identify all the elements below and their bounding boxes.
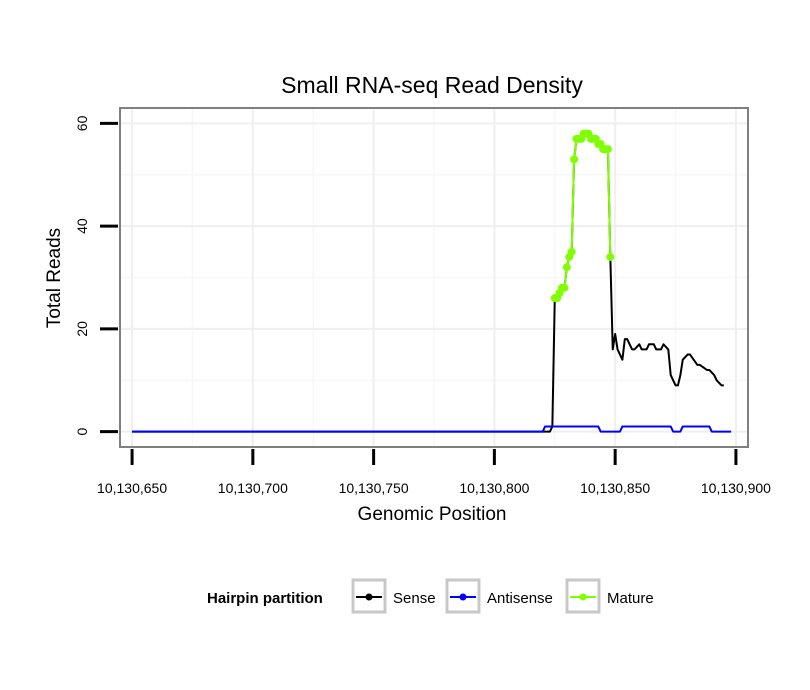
- x-tick-label-0: 10,130,650: [97, 480, 167, 496]
- legend-dot-sense: [365, 593, 373, 601]
- legend-entry-mature: Mature: [565, 578, 654, 614]
- legend-entry-sense: Sense: [351, 578, 436, 614]
- x-tick-label-5: 10,130,900: [701, 480, 771, 496]
- mature-point-5: [562, 263, 571, 272]
- mature-point-4: [560, 283, 569, 292]
- legend-label-sense: Sense: [393, 590, 436, 607]
- x-tick-label-2: 10,130,750: [339, 480, 409, 496]
- axes: 10,130,650 10,130,700 10,130,750 10,130,800…: [74, 115, 771, 496]
- mature-point-7: [567, 247, 576, 256]
- mature-point-8: [570, 155, 579, 164]
- legend-title: Hairpin partition: [207, 590, 323, 607]
- x-tick-label-3: 10,130,800: [459, 480, 529, 496]
- legend-entry-antisense: Antisense: [445, 578, 553, 614]
- x-axis-label: Genomic Position: [358, 504, 507, 525]
- x-tick-label-4: 10,130,850: [580, 480, 650, 496]
- chart-title: Small RNA-seq Read Density: [281, 72, 583, 98]
- series-line-antisense: [132, 425, 732, 433]
- legend-dot-antisense: [459, 593, 467, 601]
- mature-point-23: [606, 252, 615, 261]
- mature-points: [550, 129, 615, 303]
- mature-point-22: [603, 145, 612, 154]
- legend-label-mature: Mature: [607, 590, 654, 607]
- legend-dot-mature: [579, 593, 587, 601]
- grid: [121, 109, 747, 446]
- x-tick-label-1: 10,130,700: [218, 480, 288, 496]
- y-tick-label-1: 20: [74, 321, 90, 337]
- y-axis-label: Total Reads: [44, 228, 65, 328]
- legend-label-antisense: Antisense: [487, 590, 553, 607]
- legend: Hairpin partition Sense Antisense Mature: [207, 578, 654, 614]
- y-tick-label-0: 0: [74, 427, 90, 435]
- y-tick-label-3: 60: [74, 115, 90, 131]
- y-tick-label-2: 40: [74, 218, 90, 234]
